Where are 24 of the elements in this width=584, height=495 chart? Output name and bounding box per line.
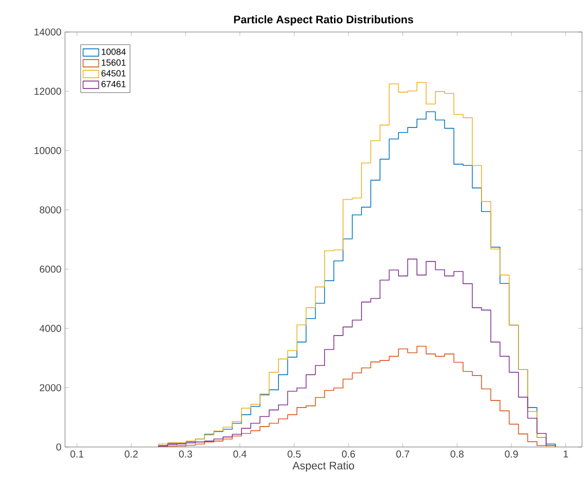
- x-tick-label: 0.3: [179, 450, 192, 458]
- y-tick-label: 10000: [34, 147, 62, 154]
- y-tick-label: 4000: [40, 324, 62, 332]
- x-tick-label: 0.9: [504, 450, 518, 458]
- x-tick-label: 0.2: [124, 450, 138, 458]
- legend-label: 10084: [102, 48, 126, 55]
- x-tick-label: 0.5: [288, 450, 301, 458]
- legend-label: 15601: [102, 59, 126, 66]
- y-tick-label: 2000: [40, 384, 62, 392]
- legend-label: 64501: [102, 70, 126, 76]
- chart-title: Particle Aspect Ratio Distributions: [234, 15, 414, 26]
- y-tick-label: 14000: [34, 28, 62, 36]
- x-axis-title: Aspect Ratio: [292, 461, 354, 472]
- x-tick-label: 1: [564, 450, 568, 458]
- y-tick-label: 12000: [34, 88, 62, 95]
- y-tick-label: 8000: [40, 206, 62, 214]
- legend-label: 67461: [102, 80, 126, 88]
- x-tick-label: 0.6: [342, 450, 355, 458]
- x-tick-label: 0.8: [450, 450, 464, 458]
- x-tick-label: 0.4: [233, 450, 247, 458]
- x-tick-label: 0.7: [396, 450, 410, 458]
- x-tick-label: 0.1: [70, 450, 84, 458]
- y-tick-label: 6000: [40, 266, 62, 273]
- y-tick-label: 0: [56, 443, 62, 451]
